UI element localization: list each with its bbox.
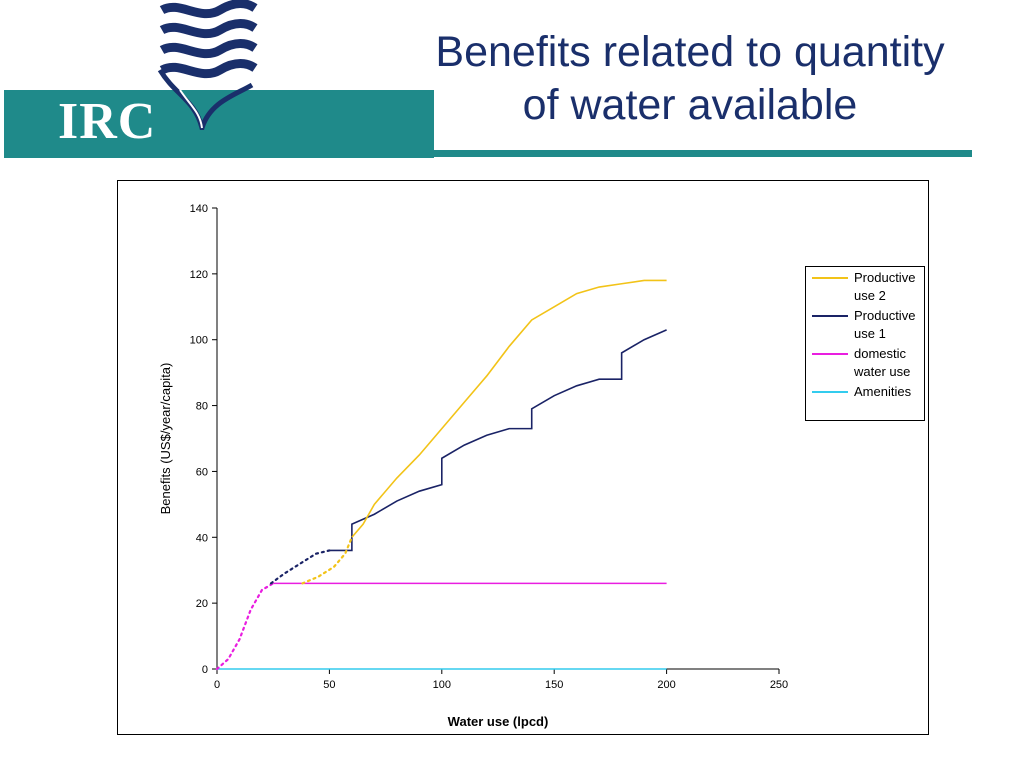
legend-swatch-productive-use-1 [812, 315, 848, 317]
series-dotted-productive-use-2 [301, 536, 353, 585]
y-tick-label: 0 [202, 664, 208, 676]
x-axis-title: Water use (lpcd) [448, 714, 549, 729]
x-tick-label: 150 [545, 679, 563, 691]
legend-swatch-domestic-water-use [812, 353, 848, 355]
legend-label: Productive use 2 [854, 270, 916, 303]
y-tick-label: 20 [196, 598, 208, 610]
title-line-2: of water available [522, 81, 858, 129]
legend-swatch-amenities [812, 391, 848, 393]
legend-label: Amenities [854, 384, 912, 399]
legend-label: Productive use 1 [854, 308, 916, 341]
y-tick-label: 100 [190, 335, 208, 347]
page-title: Benefits related to quantity of water av… [400, 26, 980, 132]
chart-frame [117, 180, 929, 735]
y-tick-label: 120 [190, 269, 208, 281]
y-tick-label: 80 [196, 401, 208, 413]
x-tick-label: 0 [214, 679, 220, 691]
x-tick-label: 250 [770, 679, 788, 691]
series-line-productive-use-1 [329, 329, 667, 552]
logo-text: IRC [58, 93, 157, 150]
x-tick-label: 100 [433, 679, 451, 691]
legend-swatch-productive-use-2 [812, 277, 848, 279]
series-line-productive-use-2 [351, 279, 667, 538]
legend-label: domestic water use [854, 346, 911, 379]
title-line-1: Benefits related to quantity [435, 28, 945, 76]
series-dotted-productive-use-1 [269, 549, 331, 585]
x-tick-label: 200 [657, 679, 675, 691]
series-dotted-domestic-water-use [215, 582, 275, 671]
x-tick-label: 50 [323, 679, 335, 691]
y-tick-label: 60 [196, 466, 208, 478]
header-rule [4, 150, 972, 157]
y-tick-label: 140 [190, 203, 208, 215]
legend: Productive use 2 Productive use 1 domest… [805, 266, 925, 421]
y-axis-title: Benefits (US$/year/capita) [158, 363, 173, 515]
y-tick-label: 40 [196, 532, 208, 544]
irc-waves-logo [157, 0, 258, 130]
